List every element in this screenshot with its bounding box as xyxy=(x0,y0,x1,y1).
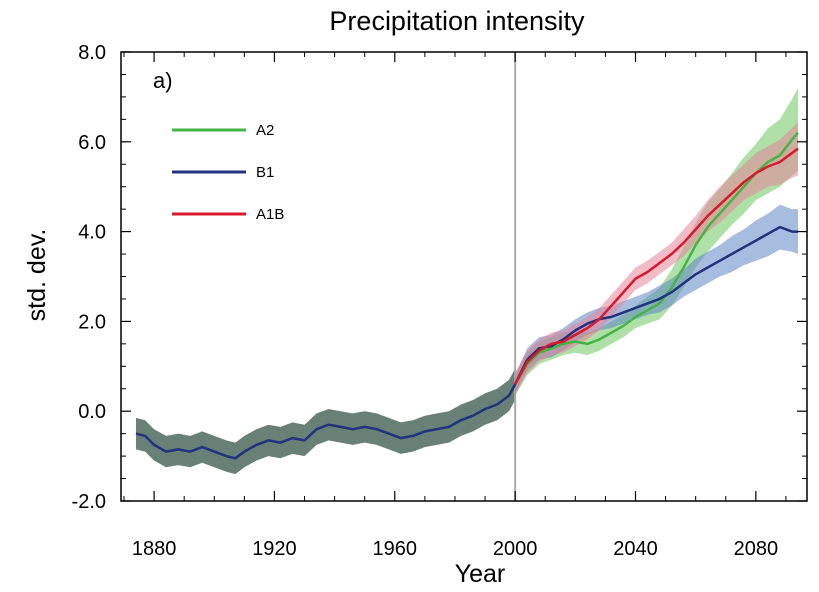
x-axis-label: Year xyxy=(455,560,506,588)
series-line-b1 xyxy=(513,225,798,385)
legend-label-b1: B1 xyxy=(256,164,274,181)
axis-ticks: 1880 1920 1960 2000 2040 2080 -2.0 0.0 2.0 4.0 6.0… xyxy=(72,42,807,560)
x-tick-label: 2000 xyxy=(493,538,538,560)
historical-band xyxy=(136,368,516,475)
x-tick-label: 1960 xyxy=(373,538,418,560)
y-tick-label: 8.0 xyxy=(78,42,106,64)
y-tick-label: 2.0 xyxy=(78,311,106,333)
x-tick-label: 1880 xyxy=(132,538,177,560)
x-tick-label: 2040 xyxy=(613,538,658,560)
panel-label: a) xyxy=(153,68,173,93)
legend-label-a2: A2 xyxy=(256,122,274,139)
x-tick-label: 2080 xyxy=(734,538,779,560)
y-tick-label: 6.0 xyxy=(78,132,106,154)
legend: A2 B1 A1B xyxy=(172,122,284,223)
chart-title: Precipitation intensity xyxy=(329,6,585,36)
y-tick-label: 4.0 xyxy=(78,222,106,244)
y-tick-label: -2.0 xyxy=(72,491,106,513)
y-tick-label: 0.0 xyxy=(78,401,106,423)
series-line-historical xyxy=(135,383,517,460)
legend-label-a1b: A1B xyxy=(256,206,284,223)
band-a1b xyxy=(515,121,798,396)
plot-area xyxy=(135,52,799,501)
series-line-a1b xyxy=(513,147,799,385)
y-axis-label: std. dev. xyxy=(23,229,51,322)
x-tick-label: 1920 xyxy=(252,538,297,560)
